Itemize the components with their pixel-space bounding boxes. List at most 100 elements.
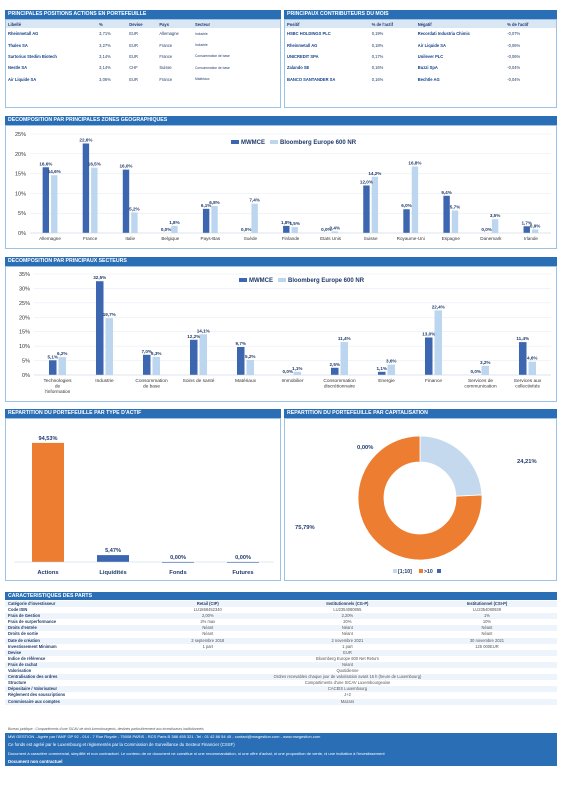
table-cell: Industrie <box>195 31 208 36</box>
caract-label: Droits de sortie <box>8 631 39 637</box>
legend-fund-swatch <box>239 278 247 283</box>
table-cell: 0,17% <box>371 53 384 59</box>
y-tick-label: 0% <box>22 373 30 379</box>
x-tick-label: Energie <box>378 378 395 384</box>
table-cell: -0,07% <box>507 31 521 37</box>
bar-bench <box>246 359 255 375</box>
data-label-fund: 1,7% <box>522 220 532 225</box>
y-tick-label: 5% <box>18 211 26 217</box>
caract-header: CARACTERISTIQUES DES PARTS <box>5 592 557 600</box>
x-tick-label: France <box>83 236 98 241</box>
table-row: HSBC HOLDINGS PLC 0,19% Recordati Industri… <box>285 28 556 39</box>
x-tick-label: Finance <box>425 378 442 384</box>
bar-bench <box>51 175 58 233</box>
data-label-fund: 2,5% <box>329 362 339 367</box>
bar-bench <box>491 219 499 233</box>
table-cell: 0,18% <box>371 42 384 48</box>
table-cell: HSBC HOLDINGS PLC <box>287 31 331 37</box>
x-tick-label: Etats Unis <box>320 236 342 241</box>
bar-bench <box>481 365 490 375</box>
table-cell: EUR <box>129 31 138 37</box>
table-row: Air Liquide SA 3,06% EUR France Matériaux <box>6 74 280 85</box>
table-cell: 3,71% <box>99 31 111 37</box>
table-row: UNICREDIT SPA 0,17% Unilever PLC -0,06% <box>285 51 556 62</box>
bar-fund <box>403 209 410 233</box>
table-cell: -0,06% <box>507 53 521 59</box>
data-label-fund: 22,6% <box>79 138 92 143</box>
caract-label: Règlement des souscriptions <box>8 692 66 698</box>
x-tick-label: Allemagne <box>39 236 61 241</box>
caract-label: Catégorie d'investisseur <box>8 601 56 606</box>
y-tick-label: 30% <box>19 286 30 292</box>
data-label-fund: 13,0% <box>422 331 435 336</box>
y-tick-label: 15% <box>15 172 26 178</box>
table-cell: Air Liquide SA <box>417 42 446 48</box>
table-cell: Rheinmetall AG <box>287 42 318 48</box>
bar-fund <box>518 342 527 375</box>
table-cell: France <box>159 53 173 59</box>
data-label-bench: 6,2% <box>57 351 67 356</box>
caract-value: LU1868452340 <box>193 607 222 613</box>
caract-value: 2,00% <box>201 613 214 619</box>
data-label-bench: 16,8% <box>408 160 421 165</box>
table-cell: Recordati Industria Chimic <box>417 31 470 37</box>
col-pct: % <box>99 20 130 28</box>
data-label-bench: 5,2% <box>129 206 139 211</box>
bar-bench <box>451 210 459 233</box>
table-cell: Thales SA <box>8 42 28 48</box>
caract-value: 10% <box>482 619 492 625</box>
bar-bench <box>251 203 258 233</box>
table-row: Nestle SA 3,14% CHF Suisse Consommation de b… <box>6 62 280 73</box>
data-label-fund: 0,0% <box>241 227 251 232</box>
bar-bench <box>531 229 539 233</box>
caract-label: Droits d'entrée <box>8 625 37 631</box>
x-tick-label: Soins de santé <box>183 378 215 384</box>
table-cell: Consommation de base <box>195 65 230 70</box>
data-label-fund: 16,0% <box>119 164 132 169</box>
footer-line1: MW GESTION - Agrée par l'AMF GP 92 - 014… <box>5 733 557 741</box>
data-label-bench: 16,5% <box>88 162 101 167</box>
bar-fund <box>363 185 370 233</box>
data-label-fund: 1,8% <box>281 220 291 225</box>
data-label-bench: 5,2% <box>245 354 255 359</box>
table-cell: Matériaux <box>195 77 210 82</box>
table-cell: Consommation de base <box>195 54 230 59</box>
bar <box>97 555 129 562</box>
caract-value: 2,20% <box>341 613 354 619</box>
table-cell: Air Liquide SA <box>8 76 37 82</box>
data-label-bench: 5,7% <box>450 204 460 209</box>
caract-row: Devise EUR <box>5 649 557 656</box>
x-tick-label: Pays-Bas <box>201 236 221 241</box>
data-label-bench: 6,8% <box>209 200 219 205</box>
data-label-fund: 12,0% <box>360 179 373 184</box>
data-label-bench: 4,6% <box>527 356 537 361</box>
caract-value: 2% max <box>200 619 216 625</box>
caract-row: Structure Compartiments d'une SICAV Luxem… <box>5 680 557 686</box>
data-label-bench: 1,5% <box>289 221 299 226</box>
table-row: Rheinmetall AG 3,71% EUR Allemagne Industrie <box>6 28 280 39</box>
data-label-bench: 22,4% <box>432 304 445 309</box>
data-label-bench: 14,6% <box>48 169 61 174</box>
data-label-bench: 11,4% <box>338 336 351 341</box>
caract-label: Devise <box>8 649 22 655</box>
x-tick-label: de <box>55 384 61 390</box>
caract-label: Frais de surperformance <box>8 619 57 625</box>
data-label-fund: 9,7% <box>235 341 245 346</box>
caract-table: Catégorie d'investisseur Retail (CIP) Inst… <box>5 601 557 705</box>
cap-panel: 24,21% 75,79% 0,00% [1;10] >10 <box>284 418 557 581</box>
data-label-bench: 0,9% <box>530 223 540 228</box>
caract-value: Retail (CIP) <box>196 601 219 606</box>
data-label: 0,00% <box>170 555 186 561</box>
bar-fund <box>443 195 450 233</box>
table-cell: Buzzi SpA <box>417 65 438 71</box>
cap-chart: 24,21% 75,79% 0,00% [1;10] >10 <box>295 435 537 575</box>
table-cell: 3,06% <box>99 76 111 82</box>
data-label-fund: 0,0% <box>470 369 480 374</box>
geo-legend: MWMCE Bloomberg Europe 600 NR <box>231 140 356 146</box>
positions-header: PRINCIPALES POSITIONS ACTIONS EN PORTEFE… <box>5 10 281 19</box>
x-tick-label: Services aux <box>514 378 542 384</box>
table-cell: Suisse <box>159 65 172 71</box>
x-tick-label: Matériaux <box>235 378 257 384</box>
bar-bench <box>91 167 98 233</box>
bar-bench <box>387 364 396 375</box>
